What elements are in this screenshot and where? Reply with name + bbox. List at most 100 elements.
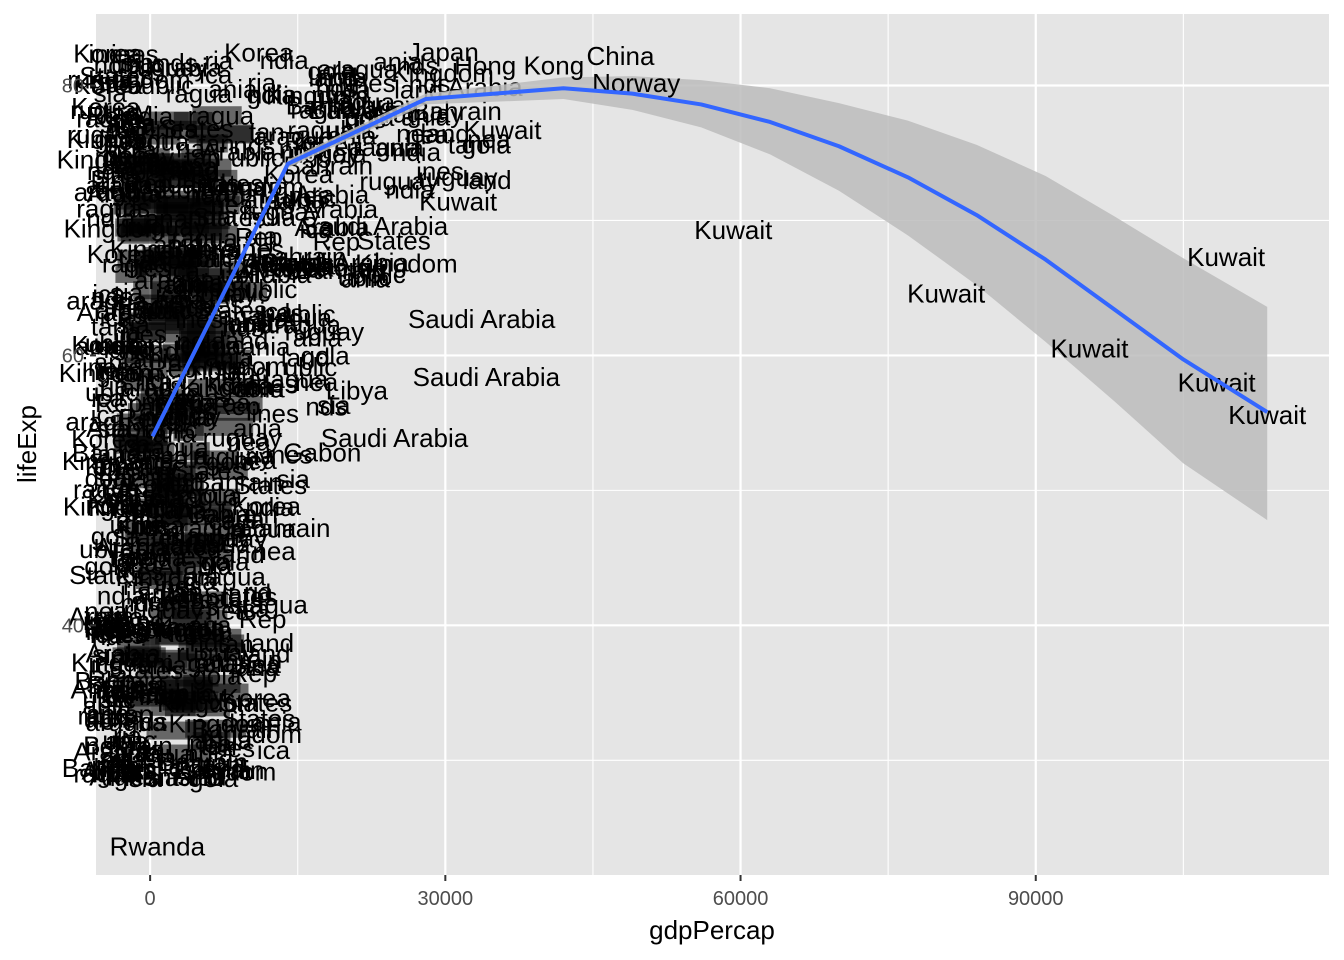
overplot-fragment: ana <box>102 744 146 774</box>
overplot-fragment: ruguay <box>67 64 147 94</box>
point-label: Libya <box>326 376 389 406</box>
overplot-fragment: tan <box>448 129 484 159</box>
overplot-fragment: nea <box>396 119 440 149</box>
overplot-fragment: Korea <box>71 92 141 122</box>
overplot-fragment: tan <box>91 312 127 342</box>
overplot-fragment: Rep <box>239 604 287 634</box>
overplot-block <box>192 732 231 751</box>
overplot-block <box>127 403 191 422</box>
point-label: Afghanistan <box>89 761 226 791</box>
overplot-fragment: ica <box>92 279 126 309</box>
overplot-fragment: ndia <box>260 45 310 75</box>
overplot-fragment: sia <box>129 763 163 793</box>
overplot-fragment: ruguay <box>70 95 150 125</box>
overplot-fragment: gola <box>301 341 351 371</box>
overplot-fragment: aragua <box>260 309 341 339</box>
overplot-fragment: nds <box>316 73 358 103</box>
point-label: China <box>587 41 655 71</box>
overplot-fragment: ublic <box>284 352 337 382</box>
overplot-fragment: nea <box>295 367 339 397</box>
overplot-block <box>153 195 189 214</box>
overplot-block <box>170 694 218 713</box>
overplot-fragment: sia <box>255 305 289 335</box>
overplot-block <box>124 521 161 540</box>
y-axis-title: lifeExp <box>12 405 42 483</box>
x-tick-label: 0 <box>145 888 156 910</box>
overplot-block <box>192 450 239 469</box>
overplot-fragment: ines <box>110 754 158 784</box>
overplot-fragment: Korea <box>263 252 333 282</box>
overplot-block <box>137 263 194 282</box>
overplot-block <box>119 218 151 237</box>
overplot-block <box>188 653 232 672</box>
overplot-fragment: Korea <box>224 38 294 68</box>
overplot-fragment: land <box>309 63 358 93</box>
overplot-fragment: land <box>245 628 294 658</box>
y-tick-label: 60 <box>62 345 84 367</box>
overplot-fragment: ines <box>111 39 159 69</box>
overplot-fragment: land <box>174 762 223 792</box>
overplot-fragment: ines <box>110 762 158 792</box>
overplot-fragment: ana <box>86 698 130 728</box>
overplot-fragment: ica <box>91 383 125 413</box>
overplot-fragment: ublic <box>141 70 194 100</box>
overplot-fragment: ines <box>250 368 298 398</box>
overplot-fragment: sia <box>101 744 135 774</box>
overplot-block <box>144 120 197 139</box>
overplot-fragment: ria <box>204 45 233 75</box>
overplot-fragment: sia <box>99 66 133 96</box>
overplot-block <box>164 316 226 335</box>
overplot-fragment: ria <box>96 750 125 780</box>
overplot-fragment: ublic <box>282 299 335 329</box>
overplot-fragment: tan <box>249 117 285 147</box>
overplot-fragment: nds <box>91 68 133 98</box>
overplot-fragment: ublic <box>283 182 336 212</box>
overplot-fragment: gola <box>84 551 134 581</box>
overplot-block <box>182 349 252 368</box>
point-label: Saudi Arabia <box>261 247 409 277</box>
overplot-block <box>136 660 171 679</box>
point-label: Kuwait <box>463 115 542 145</box>
confidence-ribbon <box>152 76 1268 521</box>
overplot-fragment: nea <box>238 649 282 679</box>
overplot-fragment: nea <box>84 596 128 626</box>
x-axis-title: gdpPercap <box>649 915 775 945</box>
overplot-block <box>196 134 228 153</box>
overplot-fragment: ragua <box>166 79 233 109</box>
overplot-fragment: Arabia <box>294 179 370 209</box>
overplot-fragment: Kingdom <box>88 64 191 94</box>
y-tick-label: 80 <box>62 76 84 98</box>
overplot-block <box>136 570 183 589</box>
overplot-fragment: ragua <box>76 103 143 133</box>
overplot-fragment: ublic <box>338 262 391 292</box>
overplot-fragment: ines <box>88 39 136 69</box>
overplot-fragment: ragua <box>329 87 396 117</box>
overplot-fragment: ria <box>244 577 273 607</box>
overplot-fragment: tan <box>104 98 140 128</box>
overplot-block <box>116 191 151 210</box>
overplot-block <box>142 247 208 266</box>
overplot-fragment: ania <box>341 263 391 293</box>
overplot-block <box>192 106 242 125</box>
overplot-fragment: ica <box>300 214 334 244</box>
overplot-block <box>143 627 194 646</box>
overplot-fragment: ndia <box>318 62 368 92</box>
overplot-fragment: ublic <box>83 704 136 734</box>
overplot-block <box>115 264 147 283</box>
overplot-fragment: ndia <box>85 731 135 761</box>
overplot-fragment: ica <box>259 296 293 326</box>
overplot-fragment: ruguay <box>359 166 439 196</box>
y-axis-ticks: 40 60 80 <box>62 76 96 637</box>
overplot-fragment: ica <box>199 60 233 90</box>
overplot-block <box>132 441 175 460</box>
point-label: Gabon <box>283 438 361 468</box>
overplot-block <box>120 373 164 392</box>
overplot-fragment: ania <box>375 133 425 163</box>
overplot-block <box>117 470 173 489</box>
overplot-fragment: ria <box>247 67 276 97</box>
overplot-fragment: ines <box>86 702 134 732</box>
overplot-fragment: ublic <box>79 534 132 564</box>
overplot-fragment: ana <box>105 726 149 756</box>
overplot-fragment: ines <box>348 68 396 98</box>
overplot-block <box>186 268 231 287</box>
